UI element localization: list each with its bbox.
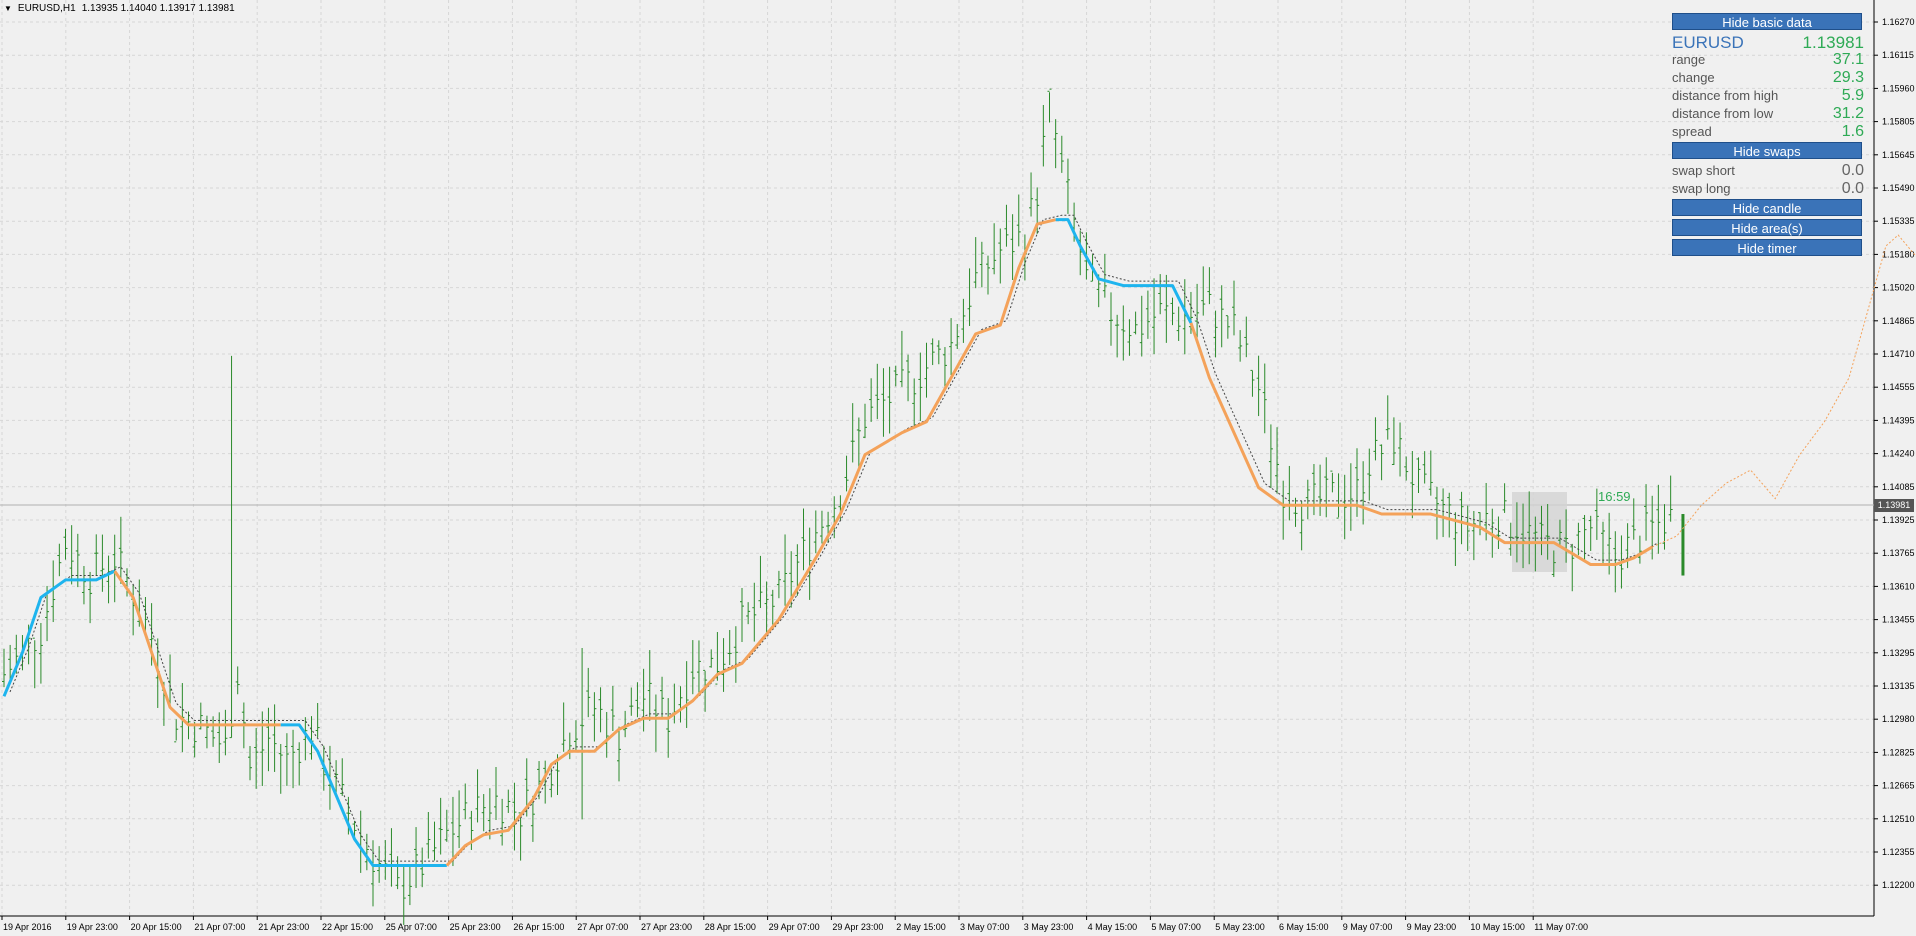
x-tick-label: 28 Apr 15:00 [705, 922, 756, 932]
stat-value: 0.0 [1841, 162, 1864, 179]
ma-line-up [2, 569, 116, 697]
y-tick-label: 1.15805 [1882, 117, 1915, 127]
y-tick-label: 1.14555 [1882, 382, 1915, 392]
y-tick-label: 1.15645 [1882, 150, 1915, 160]
x-tick-label: 5 May 23:00 [1215, 922, 1265, 932]
y-tick-label: 1.14395 [1882, 415, 1915, 425]
symbol-row: EURUSD 1.13981 [1672, 33, 1864, 52]
ma-line-up [280, 723, 447, 867]
stat-value: 29.3 [1832, 69, 1864, 86]
ohlc-values: 1.13935 1.14040 1.13917 1.13981 [81, 3, 235, 14]
x-tick-label: 21 Apr 23:00 [258, 922, 309, 932]
x-tick-label: 5 May 07:00 [1151, 922, 1201, 932]
x-tick-label: 10 May 15:00 [1470, 922, 1525, 932]
y-tick-label: 1.12355 [1882, 847, 1915, 857]
x-tick-label: 3 May 07:00 [960, 922, 1010, 932]
x-tick-label: 27 Apr 07:00 [577, 922, 628, 932]
x-tick-label: 25 Apr 23:00 [450, 922, 501, 932]
x-tick-label: 2 May 15:00 [896, 922, 946, 932]
stat-value: 5.9 [1841, 87, 1864, 104]
y-tick-label: 1.12510 [1882, 814, 1915, 824]
dropdown-triangle-icon[interactable]: ▼ [4, 4, 12, 13]
y-tick-label: 1.13455 [1882, 615, 1915, 625]
y-tick-label: 1.14085 [1882, 482, 1915, 492]
y-tick-label: 1.13925 [1882, 515, 1915, 525]
stat-label: swap long [1672, 181, 1731, 196]
y-tick-label: 1.15960 [1882, 83, 1915, 93]
y-tick-label: 1.14240 [1882, 449, 1915, 459]
x-tick-label: 9 May 23:00 [1407, 922, 1457, 932]
y-tick-label: 1.15490 [1882, 183, 1915, 193]
info-panel: Hide basic data EURUSD 1.13981 range 37.… [1672, 12, 1864, 259]
ma-shadow-line [9, 214, 1659, 862]
spread-row: spread 1.6 [1672, 123, 1864, 141]
current-price-tag: 1.13981 [1874, 499, 1914, 512]
x-tick-label: 20 Apr 15:00 [131, 922, 182, 932]
y-tick-label: 1.12980 [1882, 714, 1915, 724]
y-tick-label: 1.15020 [1882, 283, 1915, 293]
x-tick-label: 11 May 07:00 [1534, 922, 1588, 932]
y-tick-label: 1.13610 [1882, 581, 1915, 591]
ma-line-down [1189, 322, 1653, 567]
hide-timer-button[interactable]: Hide timer [1672, 239, 1862, 256]
y-tick-label: 1.16115 [1882, 50, 1914, 60]
x-tick-label: 25 Apr 07:00 [386, 922, 437, 932]
x-tick-label: 27 Apr 23:00 [641, 922, 692, 932]
distance-from-low-row: distance from low 31.2 [1672, 105, 1864, 123]
stat-value: 37.1 [1832, 51, 1864, 68]
stat-label: spread [1672, 124, 1712, 139]
x-tick-label: 21 Apr 07:00 [194, 922, 245, 932]
y-tick-label: 1.13135 [1882, 681, 1915, 691]
stat-label: swap short [1672, 163, 1735, 178]
stat-value: 31.2 [1832, 105, 1864, 122]
y-tick-label: 1.12825 [1882, 747, 1915, 757]
stat-label: distance from low [1672, 106, 1774, 121]
stat-label: distance from high [1672, 88, 1779, 103]
x-tick-label: 9 May 07:00 [1343, 922, 1393, 932]
y-tick-label: 1.12665 [1882, 781, 1915, 791]
hide-swaps-button[interactable]: Hide swaps [1672, 142, 1862, 159]
swap-short-row: swap short 0.0 [1672, 162, 1864, 180]
candle-timer: 16:59 [1598, 489, 1631, 504]
chart-header: ▼ EURUSD,H1 1.13935 1.14040 1.13917 1.13… [4, 3, 235, 14]
x-tick-label: 26 Apr 15:00 [513, 922, 564, 932]
x-tick-label: 3 May 23:00 [1024, 922, 1074, 932]
hide-candle-button[interactable]: Hide candle [1672, 199, 1862, 216]
range-row: range 37.1 [1672, 51, 1864, 69]
y-tick-label: 1.14865 [1882, 316, 1915, 326]
distance-from-high-row: distance from high 5.9 [1672, 87, 1864, 105]
symbol-timeframe: EURUSD,H1 [17, 3, 76, 14]
stat-value: 1.6 [1841, 123, 1864, 140]
x-tick-label: 19 Apr 2016 [3, 922, 52, 932]
y-tick-label: 1.13295 [1882, 648, 1915, 658]
x-tick-label: 29 Apr 07:00 [769, 922, 820, 932]
y-tick-label: 1.15180 [1882, 249, 1915, 259]
stat-value: 0.0 [1841, 180, 1864, 197]
x-tick-label: 4 May 15:00 [1088, 922, 1138, 932]
ma-line-down [113, 570, 281, 727]
x-tick-label: 29 Apr 23:00 [832, 922, 883, 932]
bid-price: 1.13981 [1802, 33, 1864, 52]
y-tick-label: 1.12200 [1882, 880, 1915, 890]
hide-areas-button[interactable]: Hide area(s) [1672, 219, 1862, 236]
stat-label: change [1672, 70, 1715, 85]
stat-label: range [1672, 52, 1706, 67]
change-row: change 29.3 [1672, 69, 1864, 87]
x-tick-label: 19 Apr 23:00 [67, 922, 118, 932]
ma-line-down [445, 218, 1056, 867]
y-tick-label: 1.16270 [1882, 17, 1915, 27]
swap-long-row: swap long 0.0 [1672, 180, 1864, 198]
y-tick-label: 1.13765 [1882, 548, 1915, 558]
symbol-name: EURUSD [1672, 33, 1744, 52]
x-tick-label: 22 Apr 15:00 [322, 922, 373, 932]
y-tick-label: 1.14710 [1882, 349, 1915, 359]
highlight-area [1512, 492, 1567, 572]
y-tick-label: 1.15335 [1882, 216, 1915, 226]
ma-line-up [1055, 218, 1193, 324]
hide-basic-data-button[interactable]: Hide basic data [1672, 13, 1862, 30]
x-tick-label: 6 May 15:00 [1279, 922, 1329, 932]
